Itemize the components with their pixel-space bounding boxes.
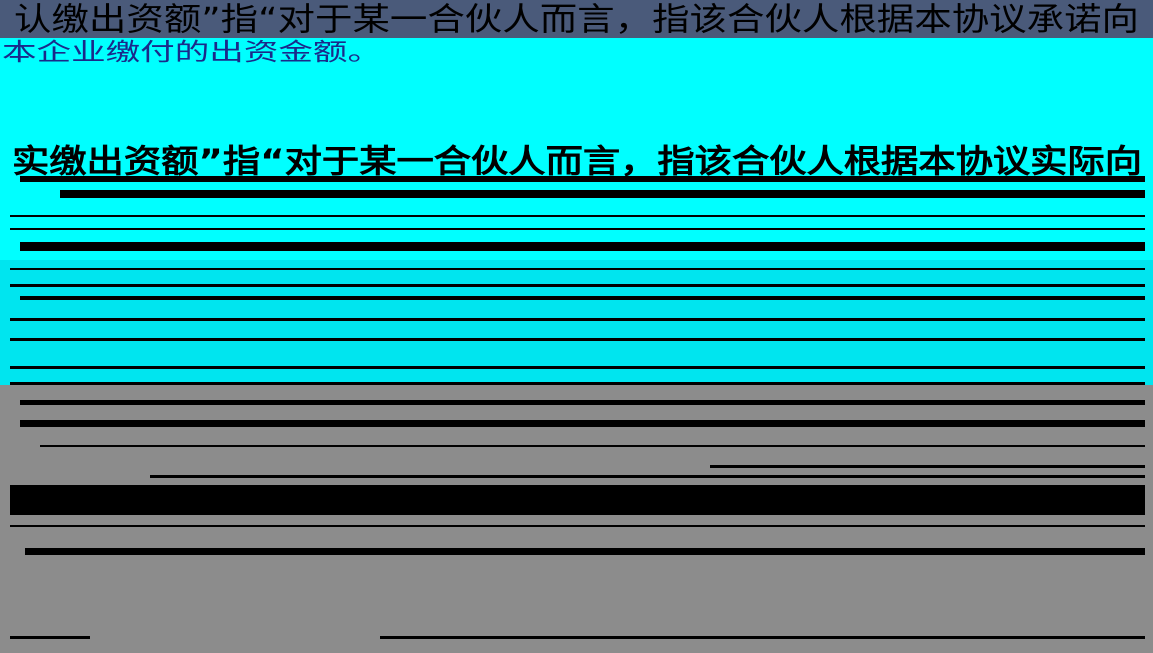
- top-band: [0, 0, 1153, 38]
- gray-band: [0, 385, 1153, 653]
- paragraph-line: 实缴出资额”指“对于某一合伙人而言，指该合伙人根据本协议实际向: [12, 142, 1142, 180]
- paragraph-line: 认缴出资额”指“对于某一合伙人而言，指该合伙人根据本协议承诺向: [14, 0, 1139, 38]
- cyan-shade: [0, 260, 1153, 385]
- cyan-band: [0, 38, 1153, 385]
- paragraph-line: 本企业缴付的出资金额。: [2, 38, 382, 66]
- scan-artifacts: [10, 176, 1145, 639]
